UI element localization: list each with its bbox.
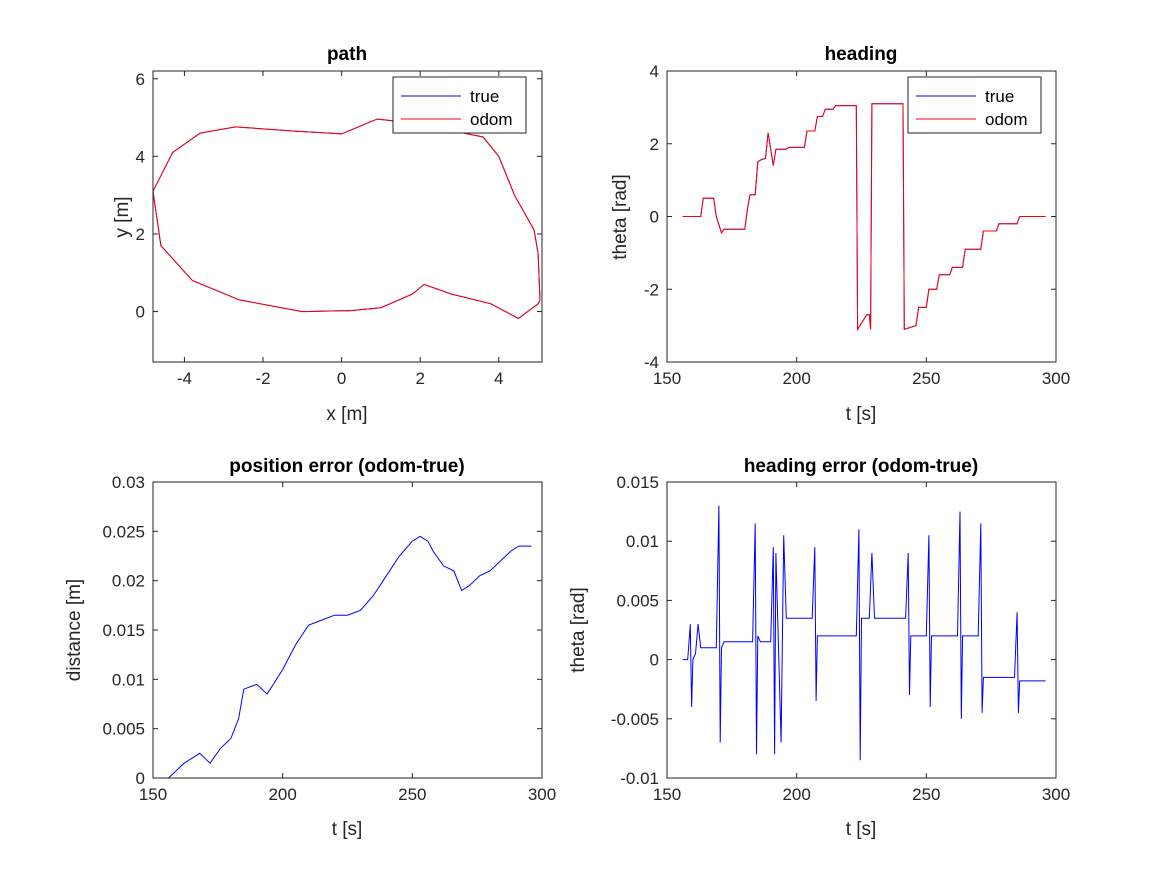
x-tick-label: 200 bbox=[268, 785, 296, 804]
panel-path-ticks: -4 -2 0 2 4 0 2 4 6 bbox=[136, 70, 542, 388]
y-tick-label: 0.02 bbox=[112, 572, 145, 591]
panel-heading-error-plot-area bbox=[682, 505, 1046, 761]
x-tick-label: 0 bbox=[337, 369, 346, 388]
y-tick-label: -4 bbox=[644, 353, 659, 372]
panel-path-ylabel: y [m] bbox=[112, 196, 133, 237]
panel-position-error-ticks: 150 200 250 300 0 0.005 0.01 0.015 0.02 0.025 0.03 bbox=[102, 473, 556, 804]
panel-heading-frame bbox=[666, 70, 1057, 363]
x-tick-label: 300 bbox=[528, 785, 556, 804]
x-tick-label: 150 bbox=[653, 369, 681, 388]
y-tick-label: 0 bbox=[650, 208, 659, 227]
panel-path-plot-area bbox=[153, 118, 541, 320]
legend-label-odom: odom bbox=[470, 110, 513, 129]
panel-position-error-xlabel: t [s] bbox=[332, 819, 363, 840]
panel-path-xlabel: x [m] bbox=[326, 404, 367, 425]
x-tick-label: -4 bbox=[177, 369, 192, 388]
panel-heading: heading 150 200 250 300 -4 -2 0 2 4 t [s] theta … bbox=[610, 44, 1070, 425]
panel-heading-error-title: heading error (odom-true) bbox=[744, 456, 978, 477]
legend-box bbox=[907, 76, 1042, 134]
y-tick-label: -0.005 bbox=[611, 710, 659, 729]
y-tick-label: 4 bbox=[650, 62, 659, 81]
y-tick-label: -0.01 bbox=[620, 769, 659, 788]
y-tick-label: 0.025 bbox=[102, 522, 145, 541]
legend-label-true: true bbox=[470, 87, 499, 106]
y-tick-label: 0.015 bbox=[616, 473, 659, 492]
y-tick-label: 0 bbox=[136, 303, 145, 322]
panel-path-title: path bbox=[327, 44, 367, 65]
legend-label-true: true bbox=[985, 87, 1014, 106]
x-tick-label: 250 bbox=[912, 785, 940, 804]
y-tick-label: 0.005 bbox=[616, 591, 659, 610]
x-tick-label: 300 bbox=[1042, 369, 1070, 388]
panel-heading-error: heading error (odom-true) 150 200 250 300 -0… bbox=[568, 456, 1070, 840]
panel-heading-error-ylabel: theta [rad] bbox=[568, 587, 589, 673]
y-tick-label: 0.015 bbox=[102, 621, 145, 640]
y-tick-label: 0 bbox=[650, 651, 659, 670]
panel-heading-title: heading bbox=[825, 44, 898, 65]
y-tick-label: 0.01 bbox=[626, 532, 659, 551]
panel-heading-error-frame bbox=[666, 481, 1057, 779]
panel-heading-plot-area bbox=[682, 103, 1046, 332]
x-tick-label: 2 bbox=[415, 369, 424, 388]
series-line-heading-odom bbox=[682, 103, 1046, 332]
panel-heading-ylabel: theta [rad] bbox=[610, 174, 631, 260]
y-tick-label: 0.01 bbox=[112, 670, 145, 689]
y-tick-label: 0.005 bbox=[102, 720, 145, 739]
panel-path-legend: true odom bbox=[392, 76, 527, 134]
panel-heading-error-ticks: 150 200 250 300 -0.01 -0.005 0 0.005 0.01 0.015 bbox=[611, 473, 1070, 804]
y-tick-label: 0.03 bbox=[112, 473, 145, 492]
x-tick-label: 300 bbox=[1042, 785, 1070, 804]
y-tick-label: -2 bbox=[644, 280, 659, 299]
panel-position-error-ylabel: distance [m] bbox=[64, 579, 85, 681]
panel-heading-legend: true odom bbox=[907, 76, 1042, 134]
panel-position-error: position error (odom-true) 150 200 250 300 0… bbox=[64, 456, 556, 840]
x-tick-label: 150 bbox=[653, 785, 681, 804]
panel-path: path -4 -2 0 2 4 0 2 4 6 x [m] y [m] true odom bbox=[112, 44, 543, 425]
x-tick-label: 4 bbox=[494, 369, 503, 388]
panel-heading-ticks: 150 200 250 300 -4 -2 0 2 4 bbox=[644, 62, 1070, 388]
panel-path-frame bbox=[152, 70, 543, 363]
panel-position-error-frame bbox=[152, 481, 543, 779]
y-tick-label: 6 bbox=[136, 70, 145, 89]
series-line-path-odom bbox=[153, 118, 541, 320]
x-tick-label: -2 bbox=[255, 369, 270, 388]
x-tick-label: 150 bbox=[139, 785, 167, 804]
x-tick-label: 250 bbox=[398, 785, 426, 804]
x-tick-label: 250 bbox=[912, 369, 940, 388]
series-line-position-error-error bbox=[168, 535, 532, 778]
y-tick-label: 2 bbox=[136, 225, 145, 244]
legend-box bbox=[392, 76, 527, 134]
y-tick-label: 2 bbox=[650, 135, 659, 154]
panel-heading-xlabel: t [s] bbox=[846, 404, 877, 425]
panel-position-error-plot-area bbox=[168, 535, 532, 778]
y-tick-label: 4 bbox=[136, 147, 145, 166]
panel-heading-error-xlabel: t [s] bbox=[846, 819, 877, 840]
x-tick-label: 200 bbox=[782, 369, 810, 388]
x-tick-label: 200 bbox=[782, 785, 810, 804]
panel-position-error-title: position error (odom-true) bbox=[229, 456, 464, 477]
y-tick-label: 0 bbox=[136, 769, 145, 788]
legend-label-odom: odom bbox=[985, 110, 1028, 129]
series-line-heading-error-error bbox=[682, 505, 1046, 761]
